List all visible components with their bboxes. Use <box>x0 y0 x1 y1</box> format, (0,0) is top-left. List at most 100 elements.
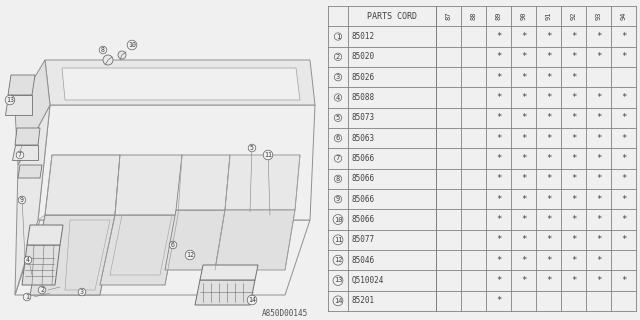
Text: *: * <box>596 52 601 61</box>
Text: *: * <box>571 174 576 183</box>
Text: 5: 5 <box>250 145 254 151</box>
Text: *: * <box>621 93 626 102</box>
Text: 85066: 85066 <box>352 174 375 183</box>
Text: *: * <box>521 276 526 285</box>
Text: *: * <box>621 134 626 143</box>
Text: 1: 1 <box>336 34 340 39</box>
Text: *: * <box>496 93 501 102</box>
Text: *: * <box>546 113 551 122</box>
Text: *: * <box>571 113 576 122</box>
Text: 12: 12 <box>333 257 342 263</box>
Text: *: * <box>496 256 501 265</box>
Polygon shape <box>15 60 50 165</box>
Text: *: * <box>496 174 501 183</box>
Text: *: * <box>571 195 576 204</box>
Text: *: * <box>546 134 551 143</box>
Text: PARTS CORD: PARTS CORD <box>367 12 417 21</box>
Text: 8: 8 <box>336 176 340 182</box>
Text: 4: 4 <box>336 94 340 100</box>
Text: 7: 7 <box>18 152 22 158</box>
Polygon shape <box>45 60 315 105</box>
Text: 8: 8 <box>101 47 105 53</box>
Text: *: * <box>596 93 601 102</box>
Text: 2: 2 <box>336 54 340 60</box>
Text: 10: 10 <box>333 217 342 222</box>
Text: *: * <box>546 73 551 82</box>
Text: *: * <box>521 174 526 183</box>
Polygon shape <box>15 220 310 295</box>
Text: *: * <box>546 93 551 102</box>
Text: *: * <box>571 235 576 244</box>
Text: *: * <box>596 174 601 183</box>
Text: *: * <box>546 276 551 285</box>
Text: 85066: 85066 <box>352 154 375 163</box>
Text: *: * <box>496 52 501 61</box>
Polygon shape <box>176 155 230 210</box>
Text: *: * <box>571 276 576 285</box>
Text: 94: 94 <box>621 12 627 20</box>
Text: *: * <box>521 134 526 143</box>
Text: *: * <box>571 154 576 163</box>
Text: *: * <box>621 52 626 61</box>
Polygon shape <box>165 210 225 270</box>
Text: *: * <box>521 52 526 61</box>
Text: 87: 87 <box>445 12 451 20</box>
Text: A850D00145: A850D00145 <box>262 308 308 317</box>
Text: *: * <box>596 113 601 122</box>
Text: *: * <box>596 134 601 143</box>
Text: *: * <box>546 154 551 163</box>
Text: *: * <box>496 113 501 122</box>
Text: 5: 5 <box>336 115 340 121</box>
Text: 2: 2 <box>40 287 44 293</box>
Text: 13: 13 <box>6 97 14 103</box>
Text: 85088: 85088 <box>352 93 375 102</box>
Text: 1: 1 <box>25 294 29 300</box>
Text: 9: 9 <box>336 196 340 202</box>
Polygon shape <box>18 165 42 178</box>
Text: 85063: 85063 <box>352 134 375 143</box>
Text: Q510024: Q510024 <box>352 276 385 285</box>
Polygon shape <box>30 215 115 295</box>
Polygon shape <box>100 215 178 285</box>
Text: 13: 13 <box>333 277 342 284</box>
Text: 89: 89 <box>495 12 502 20</box>
Polygon shape <box>115 155 182 215</box>
Text: *: * <box>621 276 626 285</box>
Polygon shape <box>12 145 38 160</box>
Text: *: * <box>496 32 501 41</box>
Text: *: * <box>496 296 501 305</box>
Text: 85066: 85066 <box>352 215 375 224</box>
Text: 6: 6 <box>336 135 340 141</box>
Text: 92: 92 <box>570 12 577 20</box>
Text: 85077: 85077 <box>352 235 375 244</box>
Polygon shape <box>45 155 120 215</box>
Text: 93: 93 <box>595 12 602 20</box>
Text: 85020: 85020 <box>352 52 375 61</box>
Text: *: * <box>496 215 501 224</box>
Polygon shape <box>38 105 315 220</box>
Text: 9: 9 <box>20 197 24 203</box>
Text: *: * <box>596 154 601 163</box>
Text: *: * <box>571 32 576 41</box>
Text: *: * <box>496 134 501 143</box>
Text: *: * <box>521 154 526 163</box>
Text: *: * <box>496 73 501 82</box>
Text: *: * <box>546 235 551 244</box>
Text: *: * <box>496 195 501 204</box>
Text: *: * <box>521 215 526 224</box>
Text: 90: 90 <box>520 12 527 20</box>
Text: 11: 11 <box>264 152 272 158</box>
Text: *: * <box>496 154 501 163</box>
Text: 85046: 85046 <box>352 256 375 265</box>
Text: *: * <box>521 256 526 265</box>
Text: *: * <box>546 52 551 61</box>
Text: *: * <box>596 215 601 224</box>
Polygon shape <box>22 245 60 285</box>
Text: 7: 7 <box>336 156 340 162</box>
Text: 3: 3 <box>336 74 340 80</box>
Text: *: * <box>546 32 551 41</box>
Text: *: * <box>546 174 551 183</box>
Polygon shape <box>27 225 63 245</box>
Text: *: * <box>621 154 626 163</box>
Text: *: * <box>546 195 551 204</box>
